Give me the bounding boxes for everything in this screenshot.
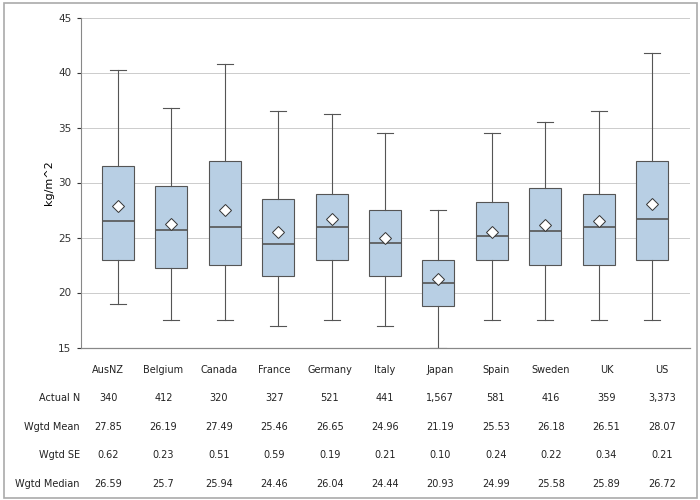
Text: 27.49: 27.49 [205, 422, 233, 432]
Text: 26.04: 26.04 [316, 478, 344, 488]
Text: 581: 581 [486, 393, 505, 403]
Text: France: France [258, 364, 290, 374]
Text: 0.23: 0.23 [153, 450, 174, 460]
Text: Actual N: Actual N [38, 393, 80, 403]
Text: 25.58: 25.58 [537, 478, 565, 488]
Text: 26.19: 26.19 [150, 422, 177, 432]
Text: 25.46: 25.46 [260, 422, 288, 432]
Text: Belgium: Belgium [144, 364, 183, 374]
Text: 20.93: 20.93 [426, 478, 454, 488]
PathPatch shape [476, 202, 508, 260]
Text: 26.18: 26.18 [538, 422, 565, 432]
Text: 28.07: 28.07 [648, 422, 676, 432]
PathPatch shape [262, 199, 294, 276]
Text: 21.19: 21.19 [426, 422, 454, 432]
Text: Japan: Japan [427, 364, 454, 374]
Text: 1,567: 1,567 [426, 393, 454, 403]
Text: 327: 327 [265, 393, 284, 403]
Y-axis label: kg/m^2: kg/m^2 [44, 160, 54, 205]
Text: 0.51: 0.51 [208, 450, 230, 460]
Text: 359: 359 [597, 393, 616, 403]
Text: Canada: Canada [200, 364, 237, 374]
PathPatch shape [636, 160, 668, 260]
PathPatch shape [102, 166, 134, 260]
Text: 521: 521 [321, 393, 339, 403]
Text: 340: 340 [99, 393, 118, 403]
Text: AusNZ: AusNZ [92, 364, 124, 374]
Text: 26.51: 26.51 [593, 422, 620, 432]
Text: 0.22: 0.22 [540, 450, 562, 460]
Text: 416: 416 [542, 393, 560, 403]
Text: Germany: Germany [307, 364, 352, 374]
Text: 27.85: 27.85 [94, 422, 122, 432]
Text: 3,373: 3,373 [648, 393, 676, 403]
Text: Wgtd SE: Wgtd SE [38, 450, 80, 460]
Text: Wgtd Median: Wgtd Median [15, 478, 80, 488]
PathPatch shape [529, 188, 561, 265]
PathPatch shape [155, 186, 188, 268]
Text: 0.34: 0.34 [596, 450, 617, 460]
Text: Sweden: Sweden [532, 364, 570, 374]
Text: UK: UK [600, 364, 613, 374]
Text: 26.72: 26.72 [648, 478, 676, 488]
Text: 25.94: 25.94 [205, 478, 233, 488]
Text: 25.7: 25.7 [153, 478, 174, 488]
Text: 0.21: 0.21 [651, 450, 673, 460]
PathPatch shape [316, 194, 348, 260]
PathPatch shape [582, 194, 615, 265]
PathPatch shape [369, 210, 401, 276]
Text: 25.53: 25.53 [482, 422, 510, 432]
Text: Italy: Italy [374, 364, 395, 374]
Text: Spain: Spain [482, 364, 510, 374]
Text: 24.99: 24.99 [482, 478, 510, 488]
Text: 0.59: 0.59 [263, 450, 285, 460]
Text: 25.89: 25.89 [593, 478, 620, 488]
Text: 0.24: 0.24 [485, 450, 507, 460]
Text: 0.19: 0.19 [319, 450, 340, 460]
Text: 26.59: 26.59 [94, 478, 122, 488]
Text: 0.62: 0.62 [97, 450, 119, 460]
Text: 24.96: 24.96 [371, 422, 399, 432]
Text: US: US [655, 364, 668, 374]
Text: 412: 412 [154, 393, 173, 403]
Text: 24.44: 24.44 [371, 478, 399, 488]
Text: 0.10: 0.10 [430, 450, 451, 460]
Text: 320: 320 [210, 393, 228, 403]
Text: 441: 441 [376, 393, 394, 403]
Text: 26.65: 26.65 [316, 422, 344, 432]
Text: 24.46: 24.46 [260, 478, 288, 488]
PathPatch shape [209, 160, 241, 265]
Text: Wgtd Mean: Wgtd Mean [25, 422, 80, 432]
PathPatch shape [422, 260, 454, 306]
Text: 0.21: 0.21 [374, 450, 395, 460]
